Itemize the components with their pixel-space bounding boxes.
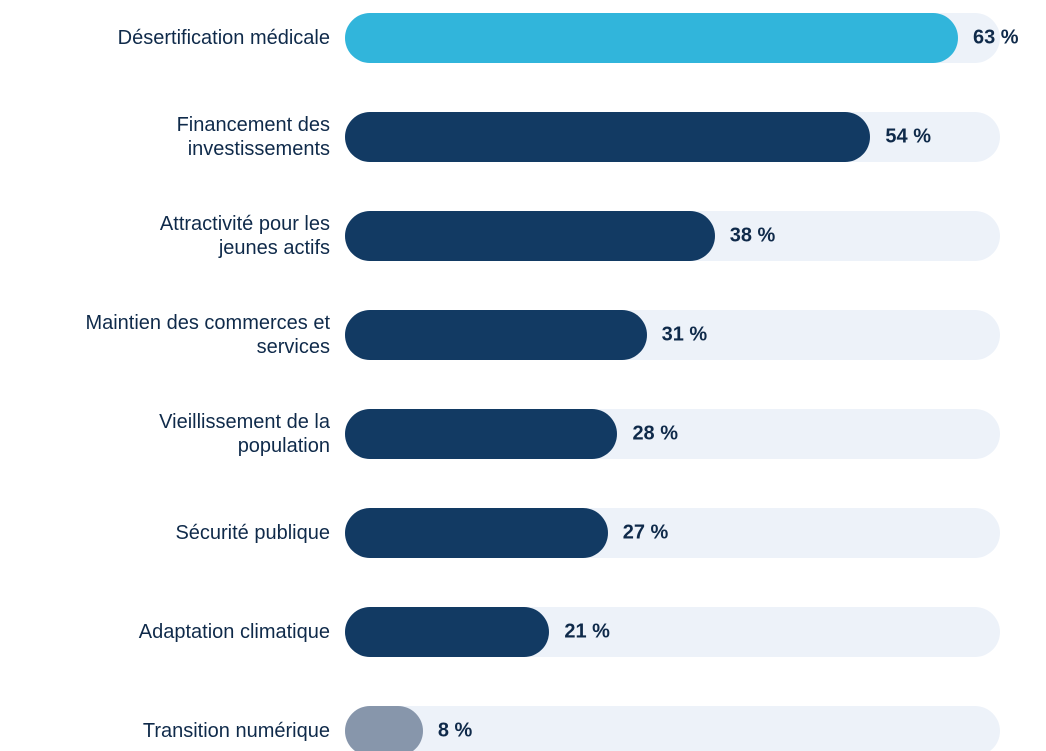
bar	[345, 112, 871, 162]
category-label: Transition numérique	[142, 720, 330, 742]
bar	[345, 409, 618, 459]
category-label: Vieillissement de la population	[159, 411, 330, 457]
category-label: Attractivité pour les jeunes actifs	[159, 213, 330, 259]
category-label: Financement des investissements	[176, 114, 330, 160]
value-label: 38 %	[729, 224, 776, 247]
bar	[345, 706, 423, 751]
bar	[345, 310, 647, 360]
value-label: 27 %	[622, 521, 669, 544]
bar-track	[345, 706, 1000, 751]
bar	[345, 607, 550, 657]
value-label: 63 %	[973, 26, 1019, 49]
category-label: Sécurité publique	[175, 522, 330, 544]
value-label: 28 %	[632, 422, 679, 445]
value-label: 54 %	[885, 125, 932, 148]
category-label: Adaptation climatique	[138, 621, 330, 643]
bar	[345, 508, 608, 558]
category-label: Désertification médicale	[117, 27, 330, 49]
value-label: 31 %	[661, 323, 708, 346]
bar	[345, 211, 715, 261]
value-label: 8 %	[437, 719, 473, 742]
category-label: Maintien des commerces et services	[85, 312, 330, 358]
bar	[345, 13, 958, 63]
value-label: 21 %	[564, 620, 610, 643]
